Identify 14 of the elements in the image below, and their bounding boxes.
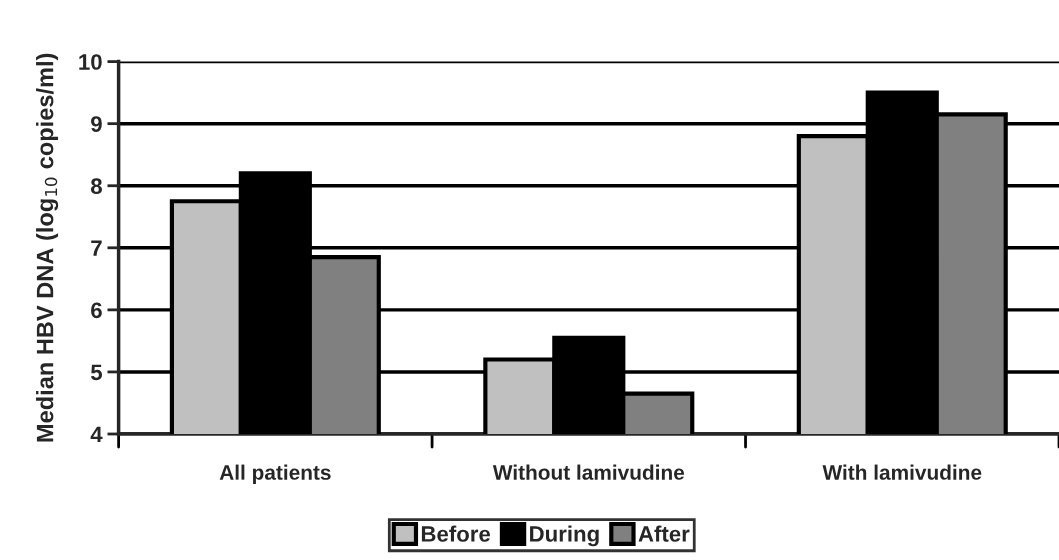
y-tick-label: 4 [90,426,103,443]
y-tick-label: 7 [91,240,102,256]
y-tick-label: 9 [91,116,102,132]
y-tick-label: 6 [91,302,102,319]
x-tick-label: All patients [219,464,331,484]
x-tick-label: Without lamivudine [492,464,685,480]
y-tick-label: 5 [90,364,103,381]
y-tick-label: 10 [79,54,102,70]
y-tick-label: 8 [90,178,102,194]
legend-label: During [530,525,599,547]
x-tick-label: With lamivudine [822,464,982,480]
legend-label: After [638,525,690,542]
y-axis-title: Median HBV DNA (log$_{10}$ copies/ml) [36,53,59,442]
legend-label: Before [421,525,491,542]
